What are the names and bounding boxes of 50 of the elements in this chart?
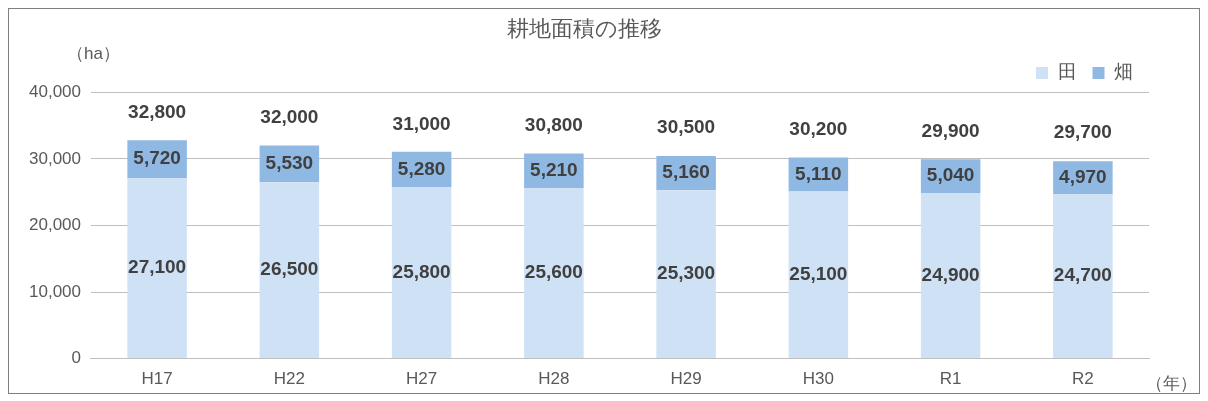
annotation: 30,500 <box>657 115 716 137</box>
data-label: 5,160 <box>662 161 710 183</box>
annotation: 30,800 <box>524 113 583 135</box>
data-label: 24,900 <box>921 263 980 285</box>
data-label: 25,300 <box>657 262 716 284</box>
data-label: 27,100 <box>128 256 187 278</box>
y-tick-label: 40,000 <box>29 82 81 102</box>
data-label: 24,700 <box>1053 264 1112 286</box>
data-label: 25,100 <box>789 263 848 285</box>
bar <box>920 192 981 359</box>
data-label: 5,530 <box>265 152 314 174</box>
x-tick-label: R1 <box>939 369 962 389</box>
legend-label: 畑 <box>1114 61 1133 83</box>
data-label: 5,040 <box>926 164 975 186</box>
data-label: 26,500 <box>260 258 319 280</box>
bar <box>127 178 187 359</box>
bar <box>524 188 584 359</box>
bar <box>1053 194 1113 359</box>
y-tick-label: 20,000 <box>29 215 81 235</box>
data-label: 25,600 <box>524 261 583 283</box>
annotation: 32,800 <box>128 100 187 122</box>
y-tick-label: 0 <box>71 348 81 368</box>
x-axis-title: （年） <box>1146 374 1197 394</box>
y-tick-label: 10,000 <box>29 281 81 301</box>
bar <box>391 186 452 359</box>
x-tick-label: H22 <box>273 369 305 389</box>
x-tick-label: H27 <box>406 369 438 389</box>
bar <box>259 182 320 359</box>
annotation: 31,000 <box>392 112 451 134</box>
annotation: 30,200 <box>789 117 848 139</box>
data-label: 5,110 <box>795 162 842 184</box>
data-label: 5,210 <box>530 159 578 181</box>
annotation: 32,000 <box>260 105 319 127</box>
y-axis-title: （ha） <box>67 43 120 63</box>
annotation: 29,900 <box>921 119 980 141</box>
annotation: 29,700 <box>1053 121 1112 143</box>
bar <box>788 191 849 359</box>
bar <box>656 190 716 359</box>
data-label: 4,970 <box>1059 165 1107 187</box>
x-tick-label: R2 <box>1072 369 1094 389</box>
chart-title: 耕地面積の推移 <box>506 16 662 42</box>
data-label: 5,280 <box>397 157 446 179</box>
legend-label: 田 <box>1057 61 1077 83</box>
x-tick-label: H30 <box>802 369 834 389</box>
x-tick-label: H29 <box>670 369 702 389</box>
data-label: 5,720 <box>133 147 181 169</box>
x-tick-label: H17 <box>141 369 173 389</box>
y-tick-label: 30,000 <box>29 148 81 168</box>
data-label: 25,800 <box>392 260 451 282</box>
x-tick-label: H28 <box>538 369 570 389</box>
